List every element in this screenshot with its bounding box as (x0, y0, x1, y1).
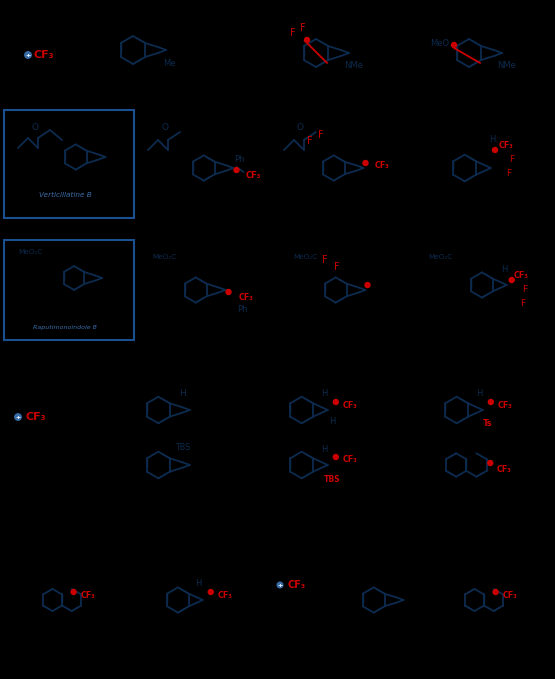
Bar (4, 240, 134, 340)
Text: +: + (26, 53, 31, 58)
Text: CF₃: CF₃ (26, 412, 46, 422)
Text: CF₃: CF₃ (288, 580, 306, 590)
Text: Ph: Ph (234, 155, 245, 164)
Text: CF₃: CF₃ (238, 293, 253, 301)
Text: Me: Me (163, 58, 175, 67)
Circle shape (277, 582, 283, 588)
Circle shape (71, 589, 76, 595)
Circle shape (452, 43, 457, 48)
Text: NMe: NMe (497, 62, 516, 71)
Text: H: H (195, 579, 202, 589)
Text: MeO₂C: MeO₂C (152, 254, 176, 260)
Text: F: F (334, 262, 340, 272)
Circle shape (208, 589, 213, 595)
Text: Raputimonoindole B: Raputimonoindole B (33, 325, 97, 331)
Text: F: F (322, 255, 328, 265)
Text: CF₃: CF₃ (502, 591, 517, 600)
Text: H: H (502, 265, 508, 274)
Text: H: H (180, 388, 186, 397)
Text: F: F (506, 168, 512, 177)
Circle shape (334, 454, 339, 460)
Circle shape (488, 399, 493, 405)
Text: CF₃: CF₃ (497, 466, 512, 475)
Text: +: + (16, 415, 21, 420)
Text: Verticillatine B: Verticillatine B (39, 192, 92, 198)
Text: MeO: MeO (431, 39, 450, 48)
Circle shape (334, 399, 339, 405)
Text: CF₃: CF₃ (342, 401, 357, 409)
Circle shape (305, 37, 310, 43)
Text: O: O (162, 124, 169, 132)
Text: F: F (290, 28, 296, 38)
Circle shape (363, 160, 368, 166)
Circle shape (492, 147, 497, 153)
Circle shape (25, 52, 31, 58)
Text: CF₃: CF₃ (513, 270, 528, 280)
Text: F: F (300, 23, 306, 33)
Text: Ph: Ph (237, 306, 248, 314)
Bar (4, 110, 134, 218)
Text: TBS: TBS (324, 475, 340, 483)
Text: H: H (321, 445, 327, 454)
Text: O: O (296, 124, 304, 132)
Text: F: F (318, 130, 324, 140)
Text: CF₃: CF₃ (342, 456, 357, 464)
Circle shape (488, 460, 493, 466)
Text: F: F (509, 155, 514, 164)
Text: H: H (321, 390, 327, 399)
Text: H: H (329, 418, 335, 426)
Text: H: H (476, 390, 482, 399)
Text: O: O (32, 122, 38, 132)
Text: F: F (520, 299, 525, 308)
Circle shape (493, 589, 498, 595)
Text: H: H (489, 136, 495, 145)
Text: CF₃: CF₃ (34, 50, 54, 60)
Text: CF₃: CF₃ (246, 172, 261, 181)
Text: MeO₂C: MeO₂C (18, 249, 42, 255)
Circle shape (234, 168, 239, 172)
Circle shape (365, 282, 370, 287)
Circle shape (509, 278, 514, 282)
Text: CF₃: CF₃ (498, 141, 513, 151)
Text: CF₃: CF₃ (374, 162, 389, 170)
Text: CF₃: CF₃ (80, 591, 95, 600)
Text: F: F (522, 285, 527, 295)
Text: Ts: Ts (483, 420, 493, 428)
Text: MeO₂C: MeO₂C (293, 254, 317, 260)
Circle shape (15, 414, 21, 420)
Text: MeO₂C: MeO₂C (428, 254, 452, 260)
Text: F: F (307, 136, 313, 146)
Text: NMe: NMe (344, 62, 362, 71)
Text: CF₃: CF₃ (218, 591, 232, 600)
Circle shape (226, 289, 231, 295)
Text: TBS: TBS (175, 443, 190, 452)
Text: +: + (278, 583, 282, 588)
Text: CF₃: CF₃ (497, 401, 512, 409)
